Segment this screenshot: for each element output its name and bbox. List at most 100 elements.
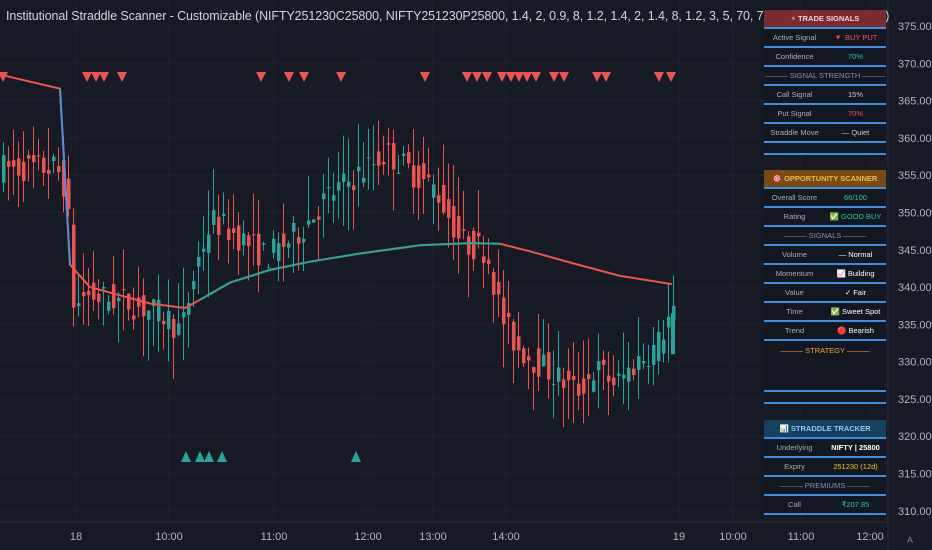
strategy-body (764, 360, 886, 392)
candle-body (42, 157, 46, 173)
time-tick-label: 11:00 (788, 531, 815, 543)
candle-body (127, 293, 131, 310)
price-tick-label: 340.00 (898, 282, 932, 294)
row-label: Confidence (775, 52, 814, 61)
candle-body (27, 155, 31, 159)
row-label: Overall Score (771, 193, 818, 202)
candle-body (82, 292, 86, 297)
candle-body (657, 332, 661, 361)
candle-body (72, 224, 76, 308)
candle-body (17, 158, 21, 176)
candle-body (337, 182, 341, 191)
premiums-label: ——— PREMIUMS ——— (764, 477, 886, 496)
expiry-value: 251230 (12d) (833, 462, 878, 471)
candle-body (607, 375, 611, 382)
row-label: Active Signal (772, 33, 817, 42)
candle-body (112, 284, 116, 309)
put-signal-row: Put Signal 70% (764, 105, 886, 124)
sell-signal-marker (284, 72, 294, 82)
volume-value: — Normal (838, 250, 873, 259)
candle-body (482, 256, 486, 263)
candle-body (217, 216, 221, 236)
trend-value: 🔴 Bearish (837, 326, 874, 335)
trade-signals-header: ⚡ TRADE SIGNALS (764, 10, 886, 29)
candle-body (37, 155, 41, 157)
row-label: Expiry (784, 462, 805, 471)
candle-body (497, 282, 501, 295)
candle-body (222, 213, 226, 217)
candle-body (652, 344, 656, 365)
sell-signal-marker (654, 72, 664, 82)
underlying-row: Underlying NIFTY | 25800 (764, 439, 886, 458)
last-candle (671, 313, 675, 355)
candle-body (647, 366, 651, 368)
candle-body (587, 374, 591, 380)
sell-signal-marker (666, 72, 676, 82)
sell-signal-marker (592, 72, 602, 82)
candle-body (442, 185, 446, 213)
candle-body (527, 356, 531, 361)
candle-body (102, 286, 106, 289)
expiry-row: Expiry 251230 (12d) (764, 458, 886, 477)
confidence-value: 70% (847, 52, 863, 61)
row-label: Momentum (775, 269, 814, 278)
candle-body (422, 163, 426, 180)
candle-body (157, 299, 161, 322)
candle-body (537, 348, 541, 377)
time-tick-label: 14:00 (492, 531, 520, 543)
candle-body (477, 232, 481, 237)
candle-body (567, 370, 571, 381)
candle-body (67, 178, 71, 210)
candle-body (152, 299, 156, 307)
signals-label: ——— SIGNALS ——— (764, 227, 886, 246)
moving-average-line (0, 73, 673, 310)
candle-body (92, 282, 96, 300)
candle-body (47, 169, 51, 174)
candle-body (597, 361, 601, 371)
candle-body (487, 259, 491, 265)
candle-body (52, 156, 56, 161)
candle-body (427, 174, 431, 178)
candle-body (622, 374, 626, 379)
candle-body (267, 267, 271, 269)
candle-body (227, 228, 231, 241)
buy-signal-marker (217, 451, 227, 462)
buy-signal-marker (181, 451, 191, 462)
candle-body (247, 235, 251, 246)
sell-signal-marker (82, 72, 92, 82)
candle-body (12, 160, 16, 167)
candle-body (392, 143, 396, 170)
candle-body (22, 161, 26, 182)
candle-body (452, 206, 456, 238)
price-tick-label: 310.00 (898, 506, 932, 518)
row-label: Trend (784, 326, 805, 335)
candle-body (662, 339, 666, 354)
candle-body (562, 379, 566, 388)
sell-signal-marker (117, 72, 127, 82)
candle-body (577, 383, 581, 396)
value-value: ✓ Fair (844, 288, 867, 297)
sell-signal-marker (99, 72, 109, 82)
price-tick-label: 345.00 (898, 245, 932, 257)
sell-signal-marker (420, 72, 430, 82)
momentum-value: 📈 Building (836, 269, 875, 278)
candle-body (532, 366, 536, 373)
candle-body (187, 302, 191, 315)
candle-body (372, 164, 376, 166)
candle-body (472, 230, 476, 260)
candle-body (412, 165, 416, 188)
rating-value: ✅ GOOD BUY (829, 212, 882, 221)
auto-scale-icon[interactable]: A (907, 535, 913, 545)
candle-body (242, 233, 246, 246)
price-tick-label: 325.00 (898, 394, 932, 406)
row-label: Call (788, 500, 801, 509)
candle-body (467, 236, 471, 255)
time-tick-label: 19 (673, 531, 685, 543)
candle-body (512, 321, 516, 351)
candle-body (367, 157, 371, 159)
time-tick-label: 13:00 (419, 531, 447, 543)
candle-body (132, 315, 136, 320)
candle-body (62, 160, 66, 197)
row-label: Call Signal (776, 90, 813, 99)
straddle-move-value: — Quiet (841, 128, 870, 137)
